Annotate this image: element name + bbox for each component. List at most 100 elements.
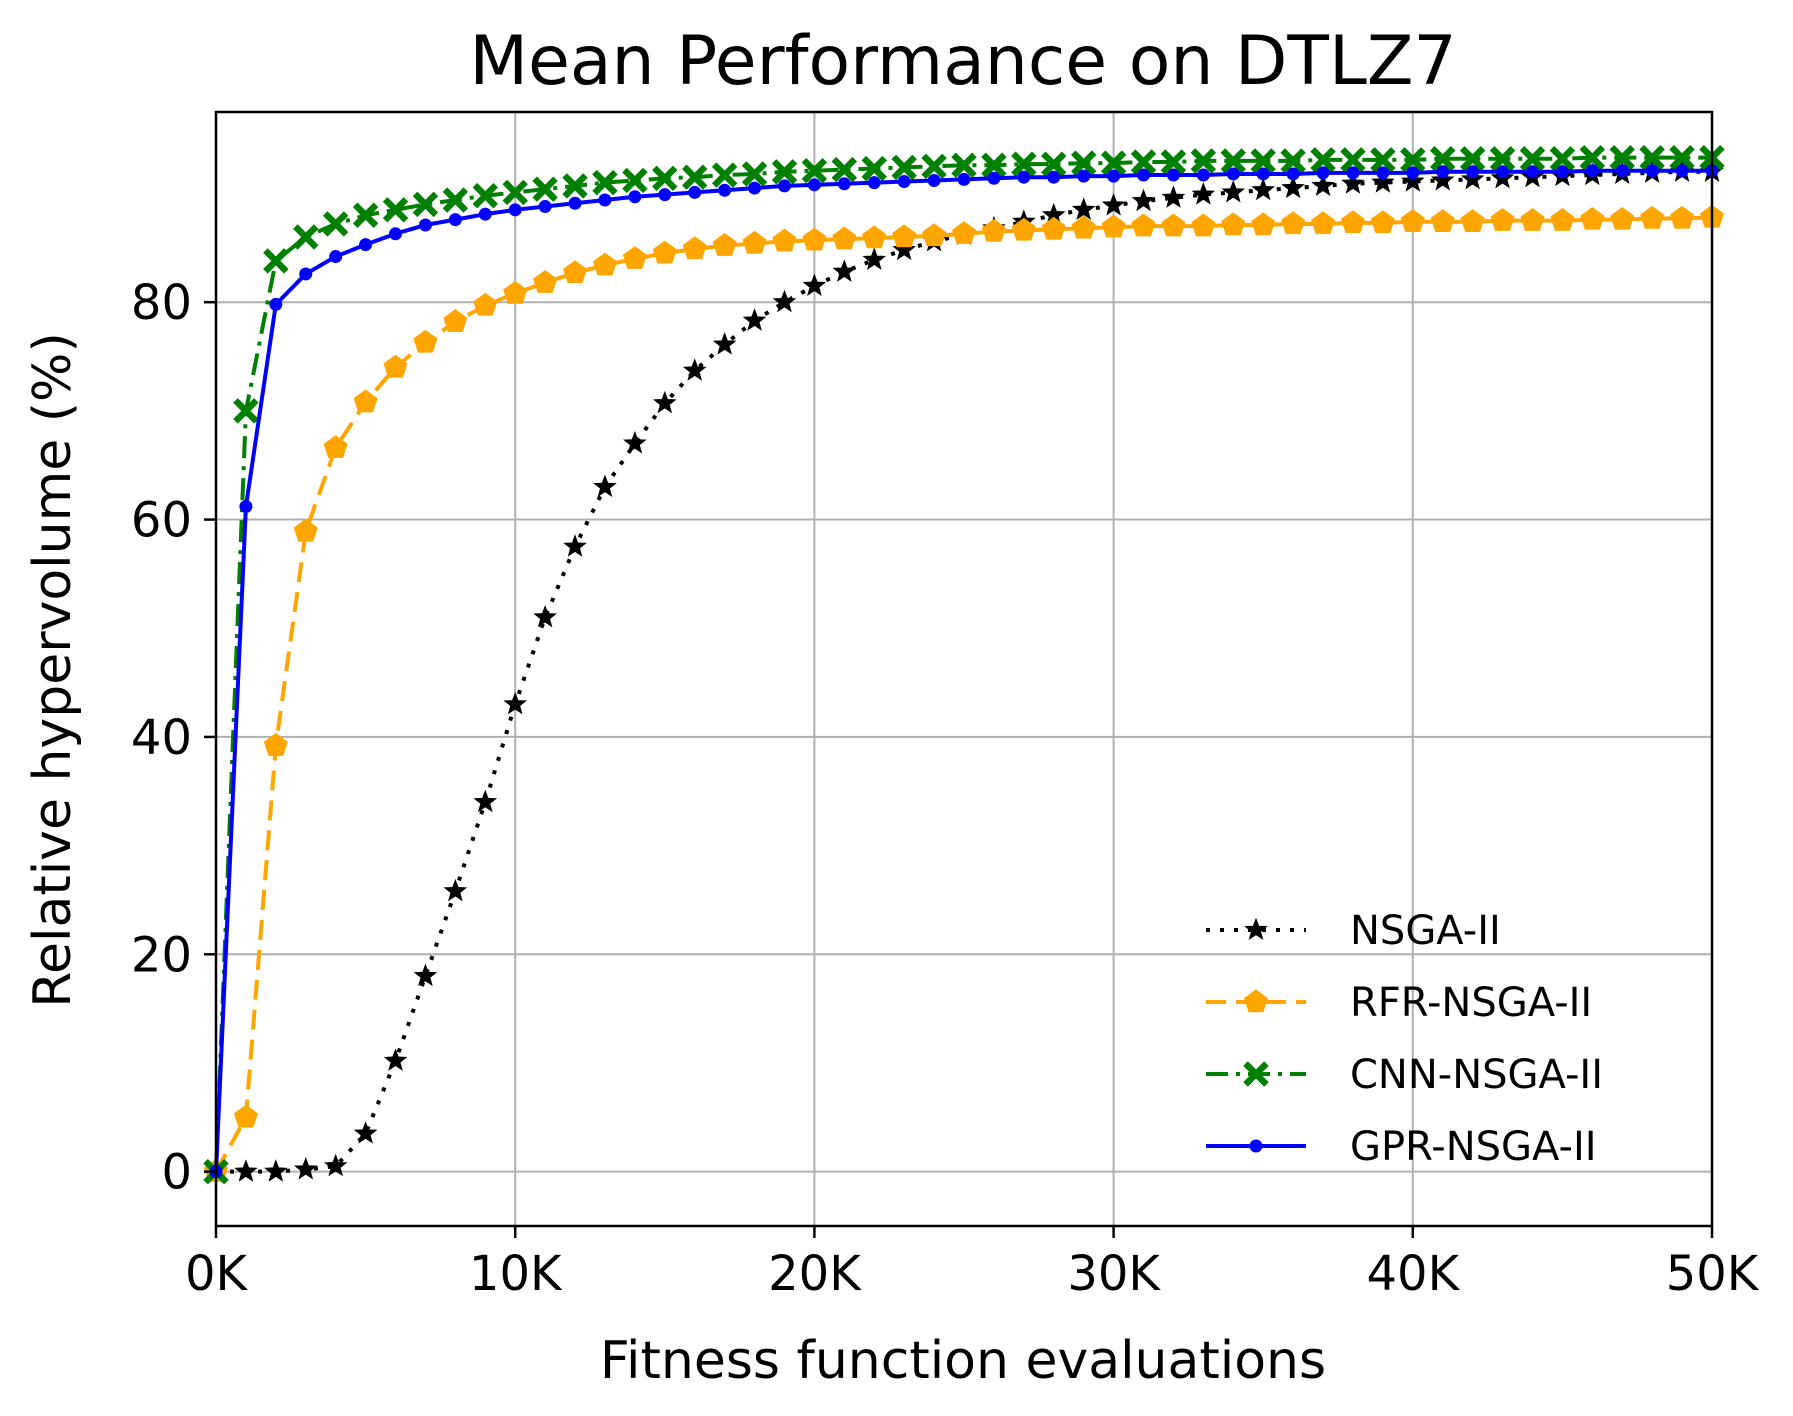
data-point [383, 1048, 408, 1071]
data-point [264, 1159, 288, 1182]
data-point [329, 250, 343, 264]
data-point [1191, 182, 1216, 205]
data-point [593, 474, 617, 498]
data-point [1496, 165, 1510, 179]
y-tick-label: 20 [131, 927, 192, 983]
data-point [413, 329, 438, 353]
data-point [688, 185, 702, 199]
data-point [293, 518, 318, 542]
data-point [533, 604, 557, 628]
data-point [1400, 209, 1425, 232]
data-point [1519, 146, 1546, 172]
data-point [1221, 180, 1246, 203]
data-point [952, 221, 976, 244]
data-point [742, 230, 767, 254]
legend-marker [1243, 1061, 1269, 1087]
data-point [652, 390, 677, 414]
data-point [1280, 148, 1306, 174]
data-point [741, 161, 768, 187]
data-point [1130, 149, 1157, 175]
data-point [1011, 151, 1037, 177]
legend-item: GPR-NSGA-II [1206, 1124, 1597, 1170]
data-point [389, 227, 403, 241]
data-point [269, 297, 283, 311]
data-point [742, 308, 767, 331]
data-point [1131, 188, 1156, 212]
data-point [538, 200, 552, 214]
legend: NSGA-II RFR-NSGA-II CNN-NSGA-II GPR-NSGA-II [1206, 908, 1603, 1170]
data-point [448, 213, 462, 227]
data-point [922, 223, 947, 247]
data-point [1161, 185, 1186, 208]
data-point [1609, 144, 1635, 171]
data-point [322, 211, 349, 237]
data-point [532, 176, 558, 202]
data-point [1190, 148, 1217, 174]
data-point [359, 238, 373, 252]
data-point [1490, 208, 1515, 231]
data-point [1107, 169, 1121, 183]
data-point [233, 1104, 258, 1128]
data-point [831, 156, 858, 183]
data-point [712, 233, 737, 256]
data-point [1579, 144, 1606, 171]
data-point [1550, 208, 1575, 231]
data-point [832, 226, 857, 250]
data-point [533, 270, 558, 293]
data-point [1675, 164, 1689, 178]
y-tick-label: 40 [131, 710, 192, 766]
data-point [293, 1157, 318, 1180]
data-point [234, 1159, 258, 1182]
data-point [418, 218, 432, 232]
data-point [263, 733, 288, 756]
data-point [718, 183, 732, 197]
data-point [1460, 209, 1485, 232]
data-point [711, 162, 738, 188]
data-point [1640, 205, 1665, 229]
data-point [1580, 206, 1605, 230]
data-point [1137, 168, 1151, 182]
data-point [323, 435, 348, 459]
data-point [1100, 150, 1127, 176]
data-point [443, 878, 468, 902]
data-point [1370, 210, 1395, 234]
data-point [1226, 167, 1240, 181]
data-point [1610, 206, 1635, 230]
data-point [568, 196, 582, 210]
data-point [832, 259, 857, 282]
legend-marker [1244, 917, 1268, 941]
data-point [652, 240, 677, 264]
data-point [987, 171, 1001, 185]
data-point [1041, 151, 1067, 177]
data-point [1101, 193, 1126, 216]
data-point [563, 260, 588, 284]
data-point [293, 224, 319, 250]
series-cnn-nsga-ii [203, 144, 1725, 1185]
data-point [1615, 164, 1629, 178]
data-point [1256, 167, 1270, 181]
chart-title: Mean Performance on DTLZ7 [469, 22, 1456, 101]
data-point [239, 500, 253, 514]
data-point [478, 207, 492, 221]
y-axis-label: Relative hypervolume (%) [23, 332, 83, 1008]
data-point [1041, 216, 1066, 240]
data-point [981, 218, 1006, 242]
data-point [712, 332, 737, 355]
axes-ticks: 0K 10K 20K 30K 40K 50K 0 20 40 60 80 [131, 275, 1760, 1302]
data-point [598, 193, 612, 207]
x-axis-label: Fitness function evaluations [600, 1331, 1326, 1391]
data-point [658, 188, 672, 202]
data-point [473, 789, 498, 813]
data-point [623, 431, 647, 454]
data-point [1281, 211, 1306, 235]
y-tick-label: 0 [161, 1145, 192, 1201]
data-point [891, 154, 917, 181]
data-point [1011, 217, 1036, 241]
data-point [981, 152, 1007, 178]
data-point [442, 187, 469, 213]
data-point [383, 354, 408, 378]
data-point [1400, 169, 1425, 192]
data-point [1221, 212, 1246, 236]
data-point [503, 691, 528, 715]
